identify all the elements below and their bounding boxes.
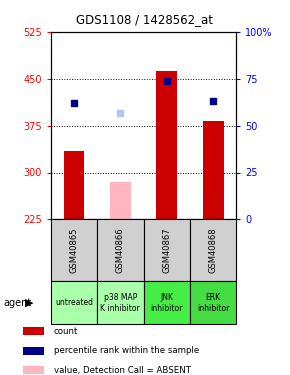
Text: ERK
inhibitor: ERK inhibitor (197, 293, 229, 312)
Text: value, Detection Call = ABSENT: value, Detection Call = ABSENT (54, 366, 191, 375)
Text: count: count (54, 327, 78, 336)
Bar (64, 151, 84, 219)
Bar (156, 71, 177, 219)
Text: untreated: untreated (55, 298, 93, 307)
Text: GSM40867: GSM40867 (162, 228, 171, 273)
Text: p38 MAP
K inhibitor: p38 MAP K inhibitor (100, 293, 140, 312)
Text: GSM40866: GSM40866 (116, 228, 125, 273)
Text: GSM40865: GSM40865 (69, 228, 79, 273)
Text: GDS1108 / 1428562_at: GDS1108 / 1428562_at (77, 13, 213, 26)
Bar (203, 121, 224, 219)
Text: agent: agent (3, 298, 31, 308)
Bar (110, 182, 131, 219)
Text: percentile rank within the sample: percentile rank within the sample (54, 346, 199, 355)
Text: JNK
inhibitor: JNK inhibitor (151, 293, 183, 312)
Text: ▶: ▶ (25, 298, 33, 308)
Text: GSM40868: GSM40868 (209, 228, 218, 273)
